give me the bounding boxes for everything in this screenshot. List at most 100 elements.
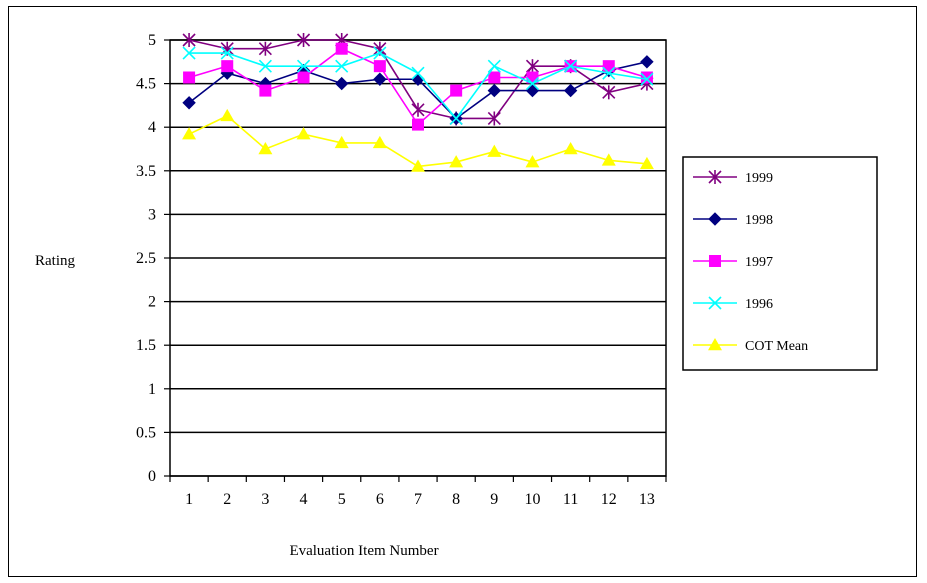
y-tick-label: 0: [148, 468, 156, 485]
data-point: [183, 71, 196, 84]
legend-label: 1997: [745, 255, 773, 270]
x-tick-label: 1: [185, 491, 193, 508]
data-point: [640, 72, 654, 86]
series-1997: [183, 42, 653, 131]
data-point: [258, 142, 273, 155]
series-lines: [182, 33, 654, 172]
data-point: [563, 83, 578, 98]
data-point: [182, 96, 196, 110]
data-point: [259, 84, 272, 97]
y-tick-label: 5: [148, 32, 156, 49]
series-cot-mean: [182, 108, 654, 172]
data-point: [488, 71, 501, 84]
y-tick-label: 4: [148, 119, 156, 136]
y-tick-label: 4.5: [136, 76, 156, 93]
y-axis-ticks: 0 0.5 1 1.5 2 2.5 3 3.5 4 4.5 5: [136, 32, 170, 485]
x-tick-label: 13: [639, 491, 655, 508]
data-point: [372, 135, 387, 149]
legend-marker: [708, 338, 722, 351]
x-tick-label: 6: [376, 491, 384, 508]
y-tick-label: 2: [148, 294, 156, 311]
legend-label: 1999: [745, 171, 773, 186]
chart-frame: 0 0.5 1 1.5 2 2.5 3 3.5 4 4.5 5 1 2 3 4 5 6 7 8 9 10 11 12 13 …: [8, 6, 917, 577]
data-point: [640, 55, 654, 69]
y-tick-label: 2.5: [136, 250, 156, 267]
x-tick-label: 4: [300, 491, 308, 508]
legend-item: 1998: [693, 212, 773, 228]
y-tick-label: 3.5: [136, 163, 156, 180]
data-point: [334, 76, 349, 91]
data-point: [487, 59, 501, 73]
data-point: [449, 111, 463, 126]
data-point: [258, 59, 272, 73]
x-tick-label: 9: [490, 491, 498, 508]
data-point: [334, 135, 349, 149]
legend-label: 1996: [745, 297, 773, 312]
legend-marker: [709, 255, 721, 267]
legend-marker: [708, 212, 722, 226]
x-tick-label: 8: [452, 491, 460, 508]
data-point: [182, 127, 197, 140]
data-point: [487, 111, 501, 126]
data-point: [297, 71, 310, 84]
data-point: [373, 46, 387, 60]
legend-label: 1998: [745, 213, 773, 228]
data-point: [525, 83, 540, 98]
data-point: [563, 142, 578, 155]
legend: 1999 1998 1997 1996 COT Mean: [682, 156, 878, 371]
series-1996: [182, 46, 654, 126]
data-point: [412, 118, 424, 131]
data-point: [564, 59, 578, 73]
legend-item: 1996: [693, 296, 773, 312]
data-point: [296, 127, 311, 140]
data-point: [602, 60, 615, 73]
x-tick-label: 3: [261, 491, 269, 508]
x-tick-label: 2: [223, 491, 231, 508]
data-point: [296, 59, 311, 73]
y-tick-label: 3: [148, 206, 156, 223]
data-point: [450, 84, 463, 97]
data-point: [411, 159, 425, 172]
data-point: [525, 59, 540, 74]
y-axis-title: Rating: [35, 253, 75, 269]
x-tick-label: 7: [414, 491, 422, 508]
data-point: [639, 156, 654, 170]
y-tick-label: 1: [148, 381, 156, 398]
data-point: [182, 33, 196, 47]
data-point: [525, 155, 540, 168]
x-axis-ticks: 1 2 3 4 5 6 7 8 9 10 11 12 13: [169, 476, 667, 508]
data-point: [335, 42, 348, 55]
data-point: [221, 60, 234, 73]
data-point: [373, 72, 387, 86]
y-tick-label: 0.5: [136, 424, 156, 441]
data-point: [411, 66, 425, 80]
x-tick-label: 10: [524, 491, 540, 508]
data-point: [411, 102, 425, 117]
legend-label: COT Mean: [745, 339, 808, 354]
x-tick-label: 5: [338, 491, 346, 508]
data-point: [220, 46, 234, 60]
legend-item: COT Mean: [693, 338, 808, 354]
data-point: [640, 71, 653, 84]
x-axis-title: Evaluation Item Number: [289, 543, 438, 559]
legend-marker: [708, 296, 722, 310]
data-point: [487, 83, 502, 98]
data-point: [525, 77, 540, 91]
y-tick-label: 1.5: [136, 337, 156, 354]
legend-marker: [708, 170, 722, 184]
data-point: [182, 46, 196, 60]
x-tick-label: 11: [563, 491, 578, 508]
legend-item: 1997: [693, 255, 773, 270]
x-tick-label: 12: [601, 491, 617, 508]
data-point: [601, 153, 616, 166]
line-chart: 00.511.522.533.544.55 1 2 3 4 5 6 7 8 9 10 11 12 13 …: [35, 32, 878, 559]
data-point: [296, 33, 311, 47]
data-point: [602, 66, 616, 80]
data-point: [220, 108, 235, 122]
data-point: [373, 60, 386, 73]
data-point: [258, 41, 272, 56]
data-point: [602, 85, 616, 100]
data-point: [449, 155, 464, 168]
data-point: [487, 144, 502, 157]
legend-item: 1999: [693, 170, 773, 186]
